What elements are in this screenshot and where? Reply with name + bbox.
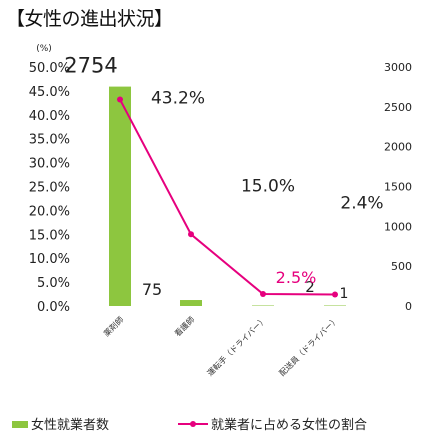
bar-0 [109, 86, 131, 307]
legend: 女性就業者数 就業者に占める女性の割合 [12, 417, 367, 433]
category-label: 看護師 [172, 314, 196, 338]
left-tick-label: 10.0% [29, 252, 70, 267]
left-axis-unit: (%) [36, 44, 52, 54]
left-tick-label: 30.0% [29, 157, 70, 172]
bar-value-label: 75 [142, 280, 162, 299]
left-tick-label: 35.0% [29, 133, 70, 148]
line-value-label: 43.2% [151, 89, 205, 109]
legend-bar-swatch [12, 421, 28, 428]
right-tick-label: 1000 [384, 220, 412, 233]
right-tick-label: 2500 [384, 101, 412, 114]
bar-value-label: 1 [340, 286, 349, 302]
category-label: 配送員（ドライバー） [277, 314, 341, 378]
left-tick-label: 25.0% [29, 181, 70, 196]
ratio-point-2 [260, 291, 266, 298]
left-tick-label: 5.0% [37, 276, 70, 291]
ratio-line [119, 99, 336, 296]
right-tick-label: 0 [405, 300, 412, 313]
bar-1 [180, 300, 202, 306]
category-label: 運転手（ドライバー） [205, 314, 269, 378]
left-tick-label: 40.0% [29, 109, 70, 124]
right-tick-label: 2000 [384, 141, 412, 154]
line-value-label: 15.0% [241, 176, 295, 196]
left-tick-label: 0.0% [37, 300, 70, 315]
left-tick-label: 15.0% [29, 228, 70, 243]
left-tick-label: 50.0% [29, 61, 70, 76]
ratio-point-3 [332, 291, 338, 298]
left-tick-label: 20.0% [29, 204, 70, 219]
bar-3 [324, 305, 346, 306]
legend-line-marker [190, 421, 196, 427]
legend-line-label: 就業者に占める女性の割合 [211, 417, 367, 433]
right-tick-label: 3000 [384, 61, 412, 74]
line-value-label: 2.5% [276, 268, 317, 287]
right-tick-label: 500 [391, 260, 412, 273]
bar-2 [252, 305, 274, 306]
category-label: 薬剤師 [101, 314, 125, 338]
legend-bar-label: 女性就業者数 [31, 417, 109, 433]
bar-value-label: 2 [305, 278, 315, 296]
ratio-point-1 [188, 231, 194, 238]
ratio-point-0 [117, 96, 123, 103]
chart-title: 【女性の進出状況】 [6, 8, 173, 30]
line-value-label: 2.4% [340, 194, 383, 214]
left-tick-label: 45.0% [29, 85, 70, 100]
right-tick-label: 1500 [384, 181, 412, 194]
bar-value-label: 2754 [64, 54, 117, 78]
